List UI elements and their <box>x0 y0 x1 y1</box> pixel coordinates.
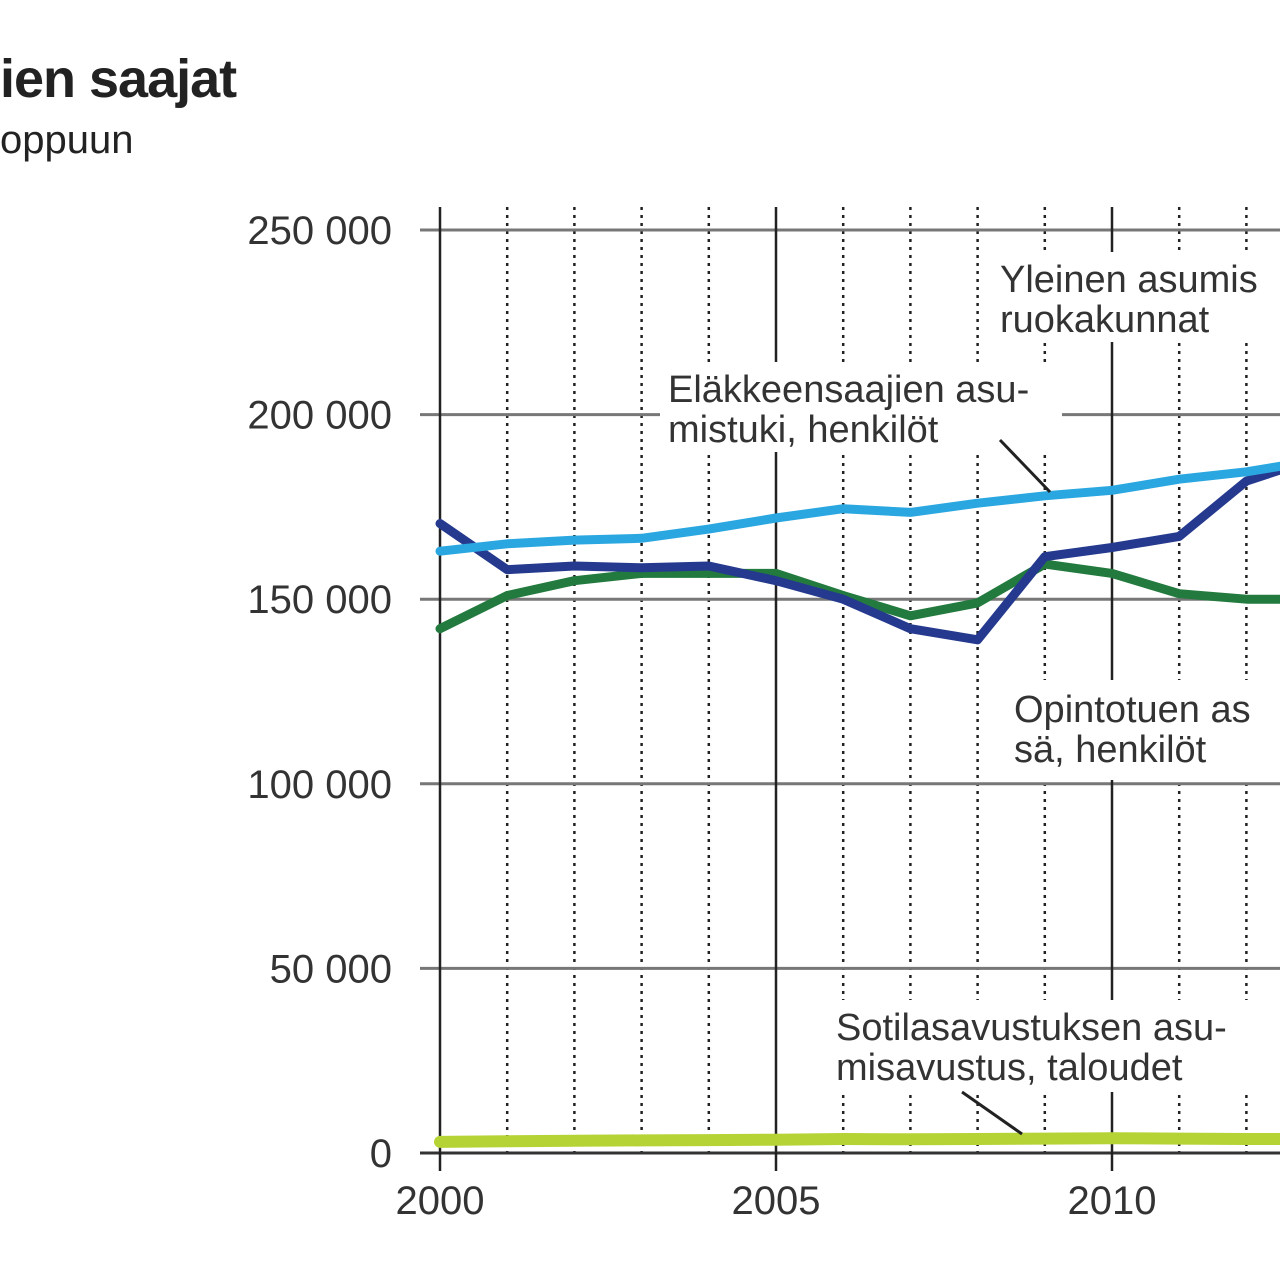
chart-subtitle: oppuun <box>0 118 134 162</box>
y-tick-label: 0 <box>370 1132 392 1176</box>
annotation-text-line: ruokakunnat <box>1000 299 1210 341</box>
annotation-text-line: Eläkkeensaajien asu- <box>668 369 1029 411</box>
x-tick-label: 2000 <box>396 1179 485 1223</box>
series-lines <box>434 461 1280 1148</box>
annotation-leader-line <box>998 438 1052 494</box>
x-tick-label: 2005 <box>732 1179 821 1223</box>
annotation-text-line: Yleinen asumis <box>1000 259 1258 301</box>
y-tick-label: 200 000 <box>247 394 392 438</box>
y-axis-tick-labels: 0 50 000 100 000 150 000 200 000 250 000 <box>247 209 392 1176</box>
series-line-3 <box>435 559 1280 634</box>
x-axis-tick-labels: 2000 2005 2010 <box>396 1179 1157 1223</box>
annotation-text-line: misavustus, taloudet <box>836 1047 1183 1089</box>
y-tick-label: 50 000 <box>270 947 392 991</box>
annotation-background <box>660 362 1062 452</box>
annotation-text-line: mistuki, henkilöt <box>668 409 939 451</box>
series-line-4 <box>434 1132 1280 1148</box>
annotation-4: Sotilasavustuksen asu-misavustus, taloud… <box>828 1000 1264 1136</box>
annotation-text-line: sä, henkilöt <box>1014 729 1207 771</box>
annotation-2: Eläkkeensaajien asu-mistuki, henkilöt <box>660 362 1062 494</box>
series-line-1 <box>435 461 1280 556</box>
y-tick-label: 250 000 <box>247 209 392 253</box>
annotation-background <box>1006 680 1280 780</box>
x-tick-label: 2010 <box>1068 1179 1157 1223</box>
y-tick-label: 150 000 <box>247 578 392 622</box>
annotation-text-line: Opintotuen as <box>1014 689 1251 731</box>
y-tick-label: 100 000 <box>247 763 392 807</box>
annotation-background <box>990 252 1280 342</box>
chart-title: ien saajat <box>0 49 237 109</box>
series-line-2 <box>435 465 1280 645</box>
annotation-text-line: Sotilasavustuksen asu- <box>836 1007 1227 1049</box>
annotation-leader-line <box>961 1090 1023 1136</box>
annotation-background <box>828 1000 1264 1092</box>
